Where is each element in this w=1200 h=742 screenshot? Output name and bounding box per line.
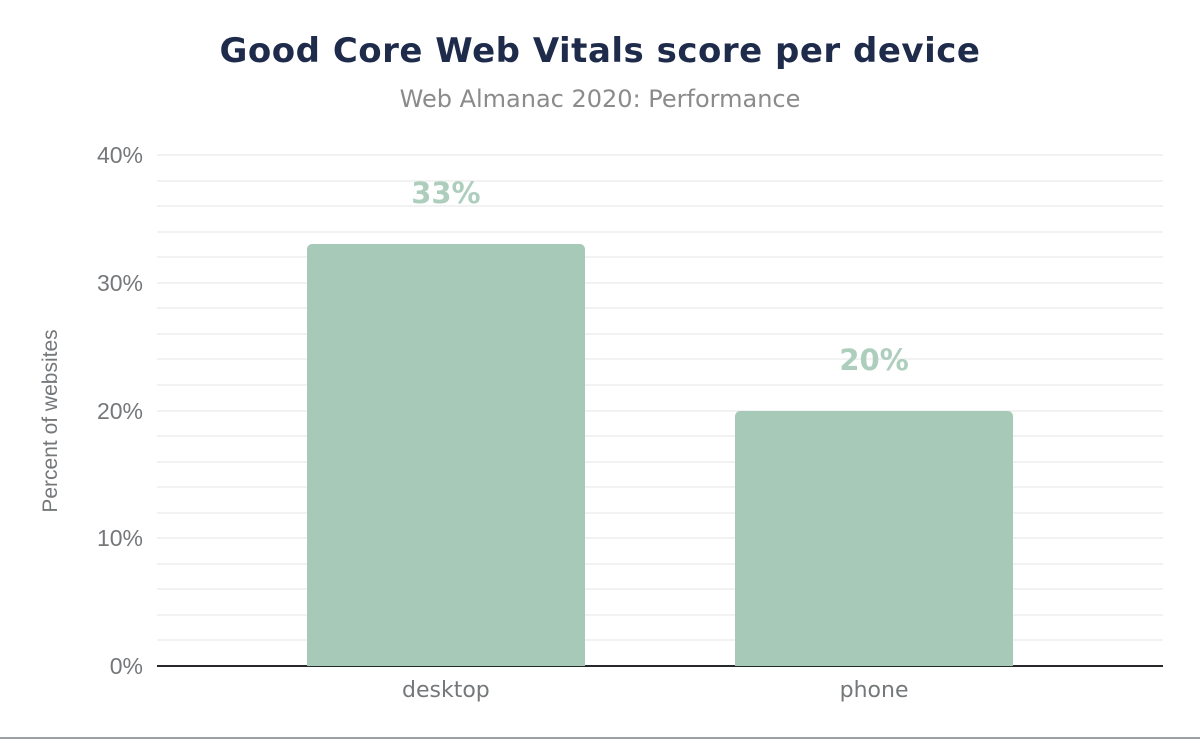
y-gridline-10 bbox=[157, 537, 1163, 540]
y-axis-title: Percent of websites bbox=[39, 329, 62, 513]
y-gridline-12 bbox=[157, 511, 1163, 514]
y-gridline-40 bbox=[157, 154, 1163, 156]
y-tick-label-0: 0% bbox=[109, 653, 143, 679]
y-gridline-2 bbox=[157, 639, 1163, 642]
y-gridline-28 bbox=[157, 307, 1163, 310]
y-gridline-38 bbox=[157, 179, 1163, 182]
bar-desktop[interactable] bbox=[306, 244, 586, 666]
y-gridline-24 bbox=[157, 358, 1163, 361]
bar-value-label-desktop: 33% bbox=[411, 176, 481, 211]
bar-value-label-phone: 20% bbox=[839, 342, 909, 377]
y-gridline-16 bbox=[157, 460, 1163, 463]
y-tick-label-30: 30% bbox=[96, 269, 143, 296]
y-gridline-22 bbox=[157, 383, 1163, 386]
x-axis-label-phone: phone bbox=[839, 678, 909, 703]
y-gridline-34 bbox=[157, 230, 1163, 233]
figure-bottom-border bbox=[0, 737, 1200, 739]
y-gridline-32 bbox=[157, 256, 1163, 259]
plot-area: 0% 10% 20% 30% 40% 33% desktop 20% phone bbox=[97, 142, 1163, 703]
y-tick-label-40: 40% bbox=[96, 142, 143, 168]
y-gridline-20 bbox=[157, 409, 1163, 412]
y-tick-label-10: 10% bbox=[96, 525, 143, 552]
y-tick-label-20: 20% bbox=[96, 397, 143, 424]
chart-title: Good Core Web Vitals score per device bbox=[219, 31, 981, 71]
bar-phone[interactable] bbox=[734, 410, 1014, 666]
y-gridline-26 bbox=[157, 332, 1163, 335]
y-gridline-36 bbox=[157, 205, 1163, 208]
y-gridline-30 bbox=[157, 281, 1163, 284]
chart-subtitle: Web Almanac 2020: Performance bbox=[399, 85, 801, 113]
y-gridline-18 bbox=[157, 435, 1163, 438]
y-gridline-6 bbox=[157, 588, 1163, 591]
y-gridline-4 bbox=[157, 613, 1163, 616]
y-gridline-14 bbox=[157, 486, 1163, 489]
y-gridline-8 bbox=[157, 562, 1163, 565]
x-axis-baseline bbox=[157, 665, 1163, 667]
x-axis-label-desktop: desktop bbox=[402, 678, 490, 703]
